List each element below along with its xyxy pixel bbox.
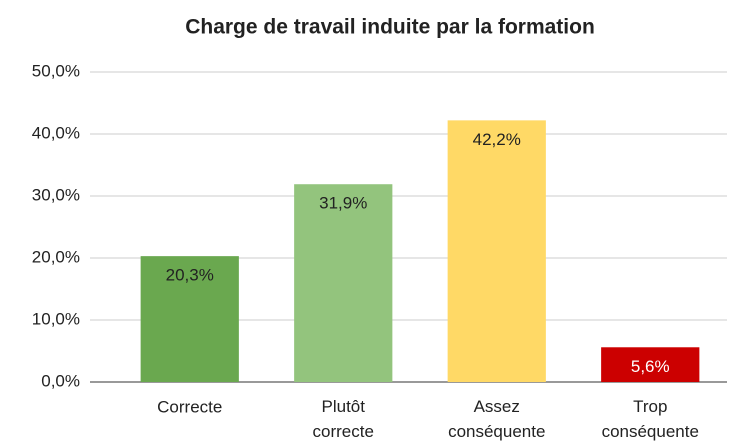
- bar: [294, 184, 393, 382]
- y-tick-label: 30,0%: [32, 185, 80, 204]
- y-tick-label: 20,0%: [32, 247, 80, 266]
- value-label: 5,6%: [631, 357, 670, 376]
- bar: [140, 256, 239, 382]
- x-tick-label: Assez conséquente: [448, 397, 545, 441]
- y-tick-label: 50,0%: [32, 61, 80, 80]
- bar: [601, 347, 700, 382]
- x-tick-label: Correcte: [157, 397, 222, 416]
- x-tick-label: Trop conséquente: [602, 397, 699, 441]
- value-label: 20,3%: [166, 266, 214, 285]
- x-tick-label: Plutôt correcte: [313, 397, 374, 441]
- value-label: 42,2%: [473, 130, 521, 149]
- chart-title: Charge de travail induite par la formati…: [185, 16, 595, 39]
- y-tick-label: 10,0%: [32, 309, 80, 328]
- value-label: 31,9%: [319, 194, 367, 213]
- bar: [447, 120, 546, 383]
- y-tick-label: 0,0%: [41, 371, 80, 390]
- y-tick-label: 40,0%: [32, 123, 80, 142]
